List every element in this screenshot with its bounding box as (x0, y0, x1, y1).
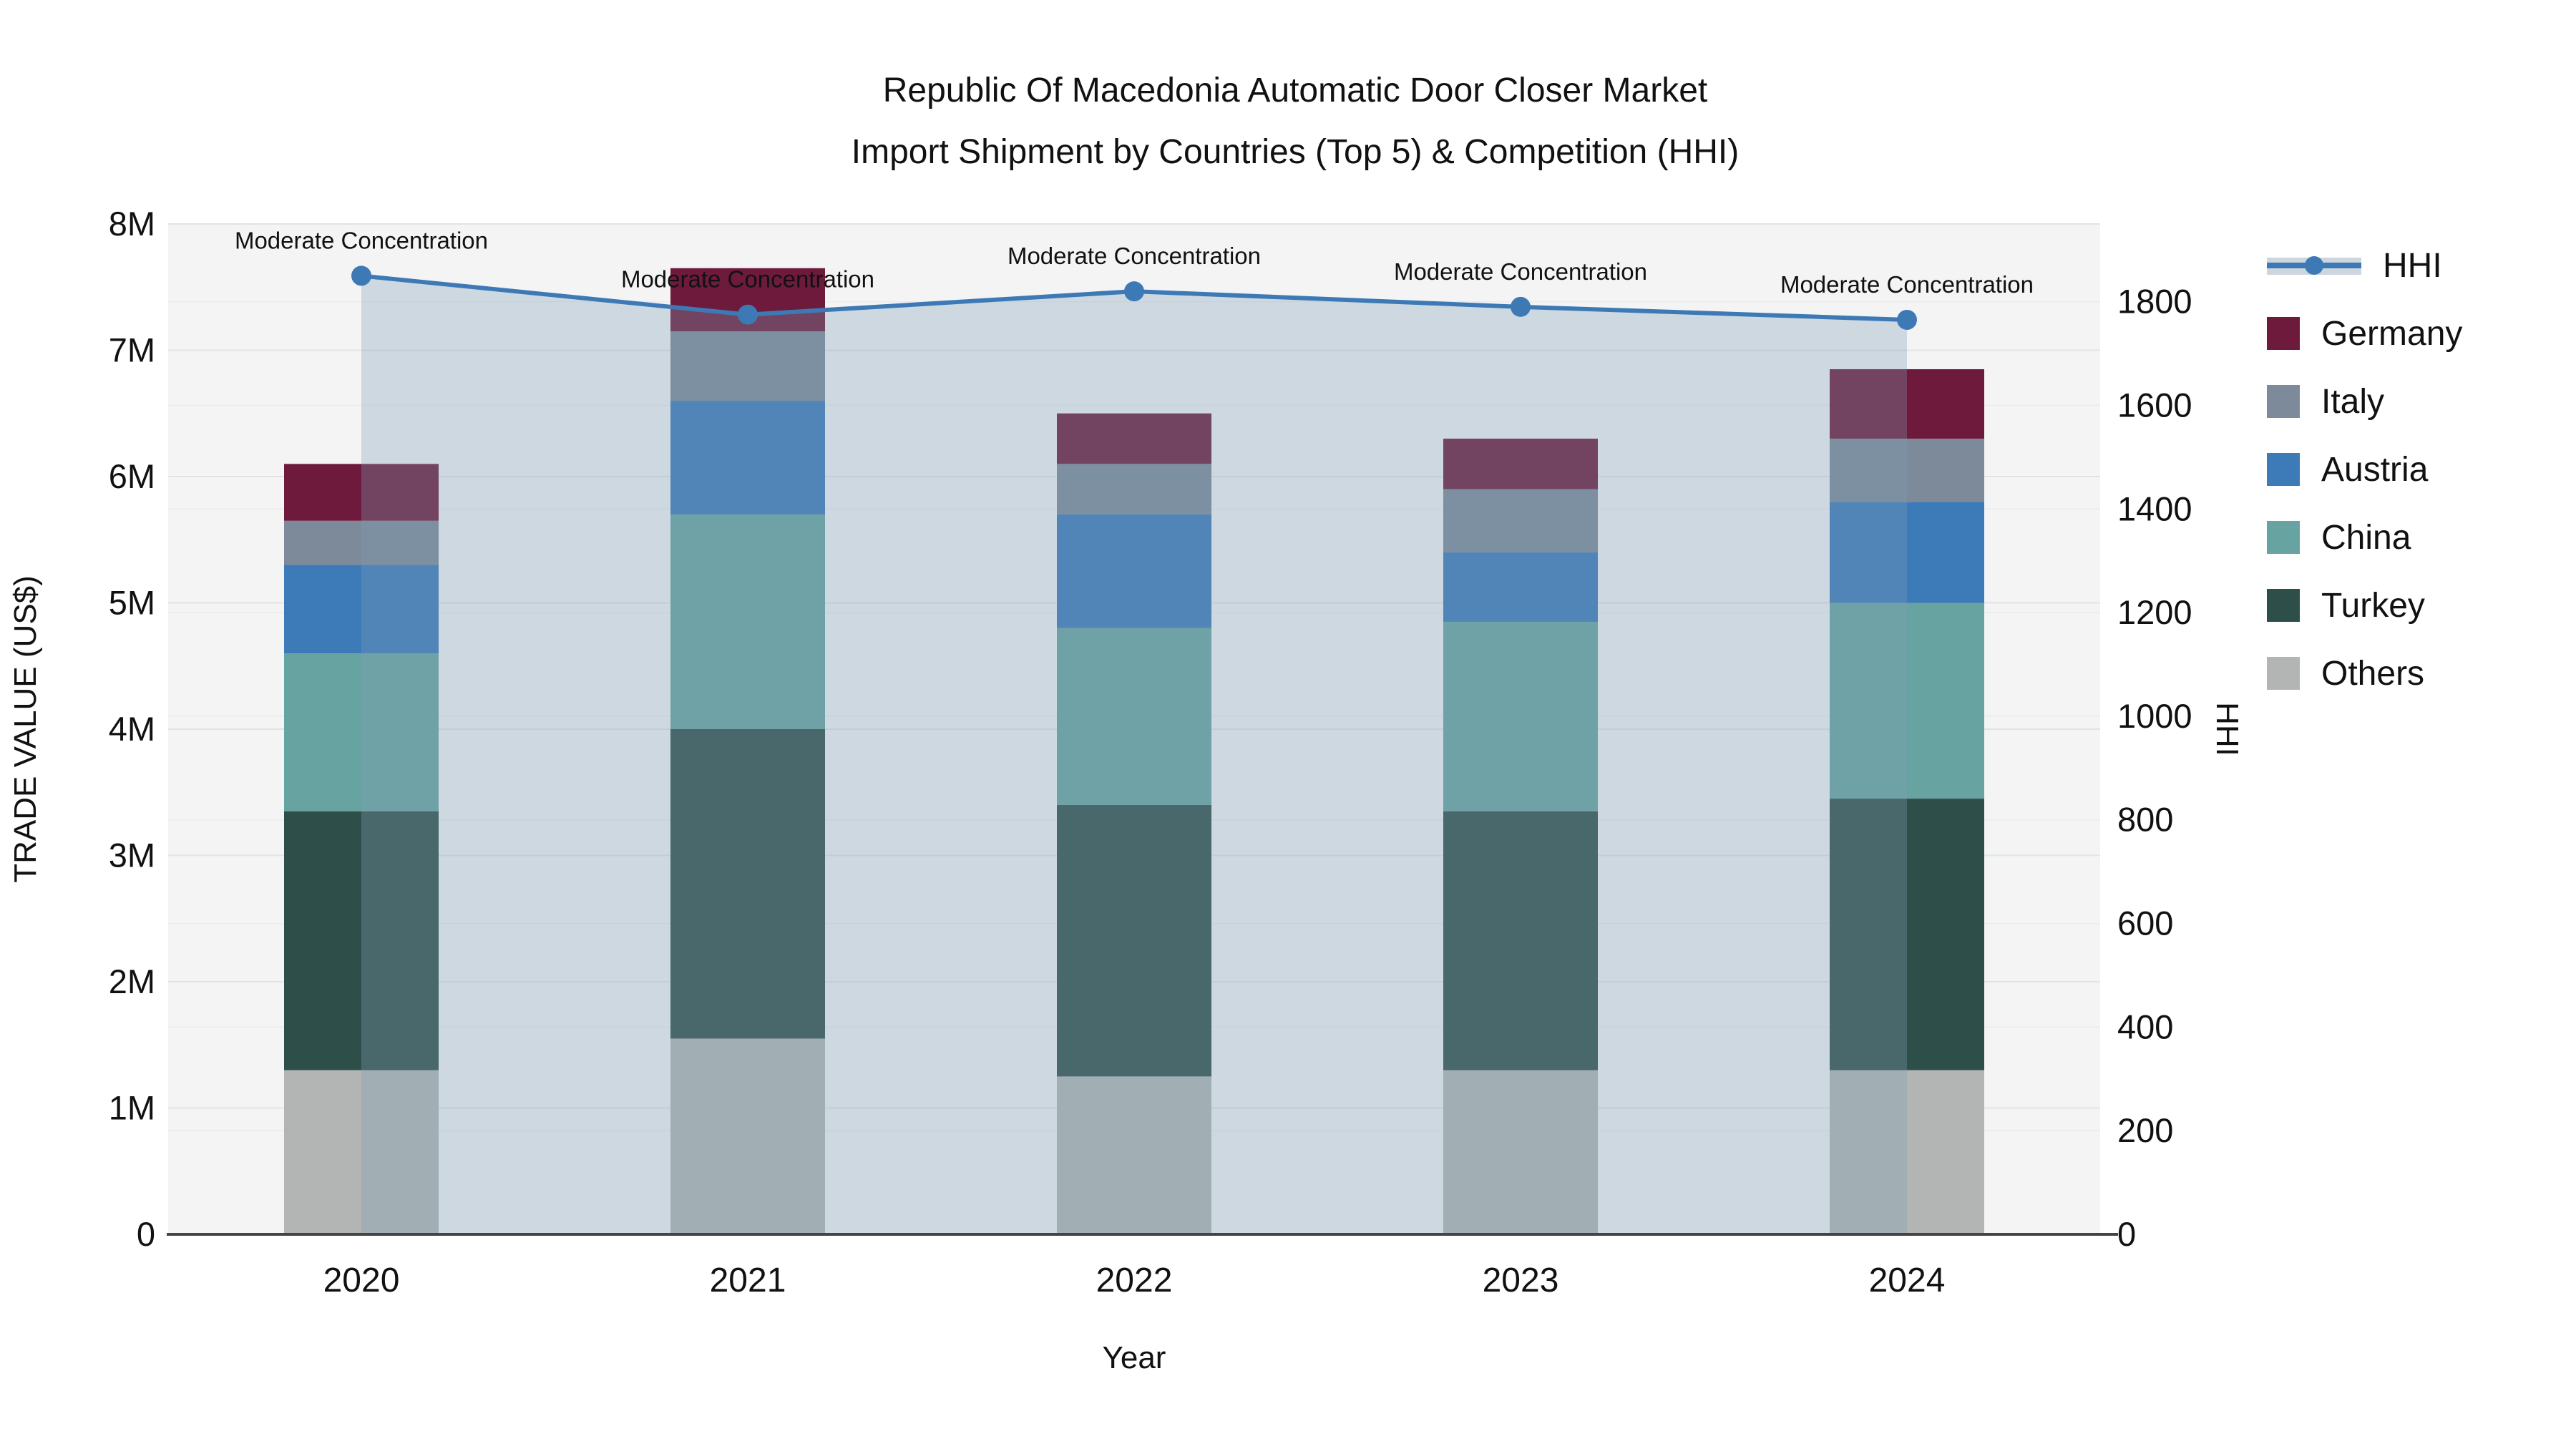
bar-segment-austria-2021 (670, 401, 825, 514)
bar-segment-others-2023 (1443, 1070, 1598, 1234)
legend-label-hhi: HHI (2383, 246, 2442, 285)
hhi-marker-2024 (1897, 309, 1917, 330)
y-right-tick-1800: 1800 (2117, 283, 2192, 321)
legend: HHI Germany Italy Austria China Turkey Others (2267, 246, 2463, 693)
legend-label-italy: Italy (2321, 382, 2385, 421)
legend-item-others[interactable]: Others (2267, 654, 2462, 693)
legend-swatch-germany (2267, 317, 2300, 350)
bar-segment-turkey-2021 (670, 729, 825, 1039)
bar-segment-austria-2024 (1830, 502, 1984, 603)
hhi-area-fill (361, 275, 1907, 1234)
bar-segment-italy-2023 (1443, 489, 1598, 552)
legend-label-turkey: Turkey (2321, 586, 2425, 625)
legend-label-austria: Austria (2321, 450, 2429, 489)
bar-segment-germany-2023 (1443, 439, 1598, 489)
chart-title-line2: Import Shipment by Countries (Top 5) & C… (851, 133, 1740, 171)
x-tick-2023: 2023 (1483, 1262, 1559, 1299)
bar-segment-china-2022 (1057, 628, 1211, 805)
bar-segment-germany-2024 (1830, 369, 1984, 439)
legend-swatch-china (2267, 521, 2300, 554)
y-right-tick-800: 800 (2117, 801, 2173, 839)
bar-segment-turkey-2020 (284, 811, 439, 1070)
y-left-tick-4M: 4M (109, 710, 155, 748)
y-left-axis-title: TRADE VALUE (US$) (8, 575, 43, 883)
bar-segment-others-2022 (1057, 1076, 1211, 1234)
annotation-2020: Moderate Concentration (235, 227, 488, 253)
annotation-2021: Moderate Concentration (621, 266, 874, 293)
y-right-tick-1600: 1600 (2117, 386, 2192, 424)
legend-item-germany[interactable]: Germany (2267, 314, 2463, 353)
hhi-marker-2023 (1511, 296, 1531, 317)
y-right-tick-0: 0 (2117, 1215, 2136, 1253)
annotation-2022: Moderate Concentration (1008, 243, 1261, 269)
bar-segment-china-2020 (284, 653, 439, 811)
y-left-tick-0: 0 (137, 1215, 155, 1253)
legend-item-hhi[interactable]: HHI (2267, 246, 2462, 285)
bar-segment-austria-2020 (284, 565, 439, 654)
bar-segment-china-2023 (1443, 621, 1598, 811)
legend-item-italy[interactable]: Italy (2267, 382, 2462, 421)
y-right-tick-600: 600 (2117, 904, 2173, 942)
y-left-tick-6M: 6M (109, 457, 155, 495)
legend-swatch-turkey (2267, 589, 2300, 622)
bar-segment-others-2020 (284, 1070, 439, 1234)
x-tick-2020: 2020 (323, 1262, 400, 1299)
bar-segment-turkey-2022 (1057, 804, 1211, 1077)
y-right-axis-title: HHI (2210, 702, 2245, 756)
legend-swatch-others (2267, 657, 2300, 690)
y-left-tick-5M: 5M (109, 584, 155, 622)
annotation-2023: Moderate Concentration (1394, 258, 1647, 285)
x-tick-2024: 2024 (1869, 1262, 1946, 1299)
y-right-tick-1400: 1400 (2117, 489, 2192, 527)
y-right-tick-400: 400 (2117, 1008, 2173, 1045)
annotation-2024: Moderate Concentration (1780, 271, 2034, 298)
x-axis-title: Year (1103, 1340, 1166, 1375)
bar-segment-austria-2023 (1443, 552, 1598, 622)
x-tick-2021: 2021 (710, 1262, 786, 1299)
bar-segment-others-2021 (670, 1038, 825, 1234)
y-left-tick-1M: 1M (109, 1089, 155, 1127)
legend-item-china[interactable]: China (2267, 518, 2462, 557)
bar-segment-germany-2022 (1057, 413, 1211, 464)
bar-segment-italy-2022 (1057, 464, 1211, 514)
y-right-tick-1000: 1000 (2117, 697, 2192, 735)
legend-label-others: Others (2321, 654, 2425, 693)
chart-title-line1: Republic Of Macedonia Automatic Door Clo… (882, 72, 1708, 109)
hhi-marker-2021 (738, 304, 758, 325)
legend-label-germany: Germany (2321, 314, 2463, 353)
bar-segment-italy-2021 (670, 331, 825, 401)
y-left-tick-3M: 3M (109, 836, 155, 874)
y-right-tick-200: 200 (2117, 1111, 2173, 1149)
bar-segment-china-2021 (670, 514, 825, 729)
bar-segment-italy-2020 (284, 520, 439, 565)
y-left-tick-8M: 8M (109, 205, 155, 243)
hhi-marker-2022 (1124, 281, 1144, 302)
legend-item-austria[interactable]: Austria (2267, 450, 2462, 489)
hhi-marker-2020 (351, 265, 371, 286)
bar-segment-china-2024 (1830, 602, 1984, 799)
bar-segment-turkey-2023 (1443, 811, 1598, 1070)
bar-segment-germany-2020 (284, 464, 439, 521)
x-tick-2022: 2022 (1096, 1262, 1173, 1299)
y-left-tick-2M: 2M (109, 962, 155, 1000)
hhi-legend-glyph (2267, 249, 2361, 282)
legend-swatch-italy (2267, 385, 2300, 418)
bar-segment-austria-2022 (1057, 514, 1211, 628)
y-left-tick-7M: 7M (109, 331, 155, 369)
bar-segment-others-2024 (1830, 1070, 1984, 1234)
hhi-legend-marker (2305, 256, 2323, 275)
bar-segment-turkey-2024 (1830, 799, 1984, 1070)
legend-item-turkey[interactable]: Turkey (2267, 586, 2462, 625)
legend-swatch-austria (2267, 453, 2300, 486)
bar-segment-italy-2024 (1830, 439, 1984, 502)
legend-label-china: China (2321, 518, 2411, 557)
y-right-tick-1200: 1200 (2117, 593, 2192, 631)
chart-title: Republic Of Macedonia Automatic Door Clo… (0, 60, 2576, 183)
